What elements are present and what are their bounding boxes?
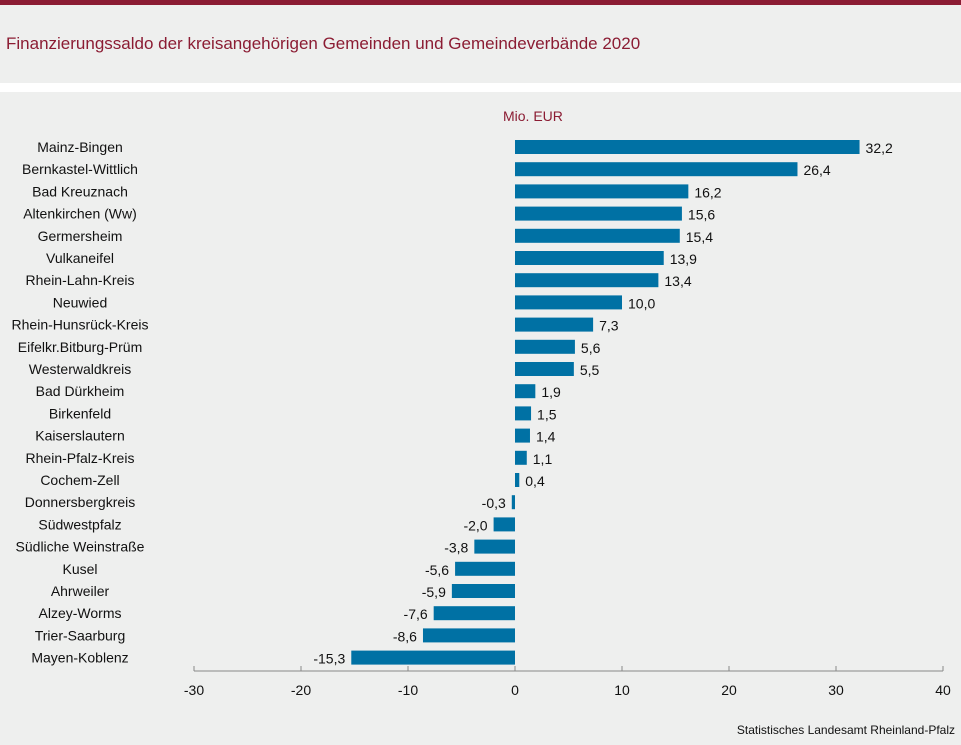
value-label: -0,3	[482, 495, 506, 511]
value-label: 5,6	[581, 340, 601, 356]
value-label: 1,4	[536, 429, 556, 445]
value-label: -15,3	[313, 651, 345, 667]
category-label: Eifelkr.Bitburg-Prüm	[18, 339, 142, 355]
category-label: Donnersbergkreis	[25, 494, 136, 510]
category-label: Germersheim	[38, 228, 123, 244]
bar-3	[515, 184, 689, 199]
bar-9	[515, 317, 594, 332]
value-label: -8,6	[393, 628, 417, 644]
bar-18	[493, 517, 515, 532]
category-label: Cochem-Zell	[40, 472, 119, 488]
value-label: -5,6	[425, 562, 449, 578]
value-label: 15,6	[688, 207, 715, 223]
category-label: Bad Kreuznach	[32, 183, 128, 199]
bar-19	[474, 539, 515, 554]
category-label: Birkenfeld	[49, 405, 111, 421]
source-note: Statistisches Landesamt Rheinland-Pfalz	[736, 723, 955, 737]
header-separator	[0, 83, 961, 92]
bar-5	[515, 228, 680, 243]
category-label: Südwestpfalz	[38, 516, 121, 532]
value-label: 5,5	[580, 362, 600, 378]
bar-13	[515, 406, 532, 421]
value-label: 0,4	[525, 473, 545, 489]
category-label: Mayen-Koblenz	[31, 650, 128, 666]
bar-15	[515, 450, 527, 465]
x-tick-label: -10	[398, 682, 418, 698]
bar-24	[351, 650, 515, 665]
bar-12	[515, 384, 536, 399]
category-label: Kusel	[62, 561, 97, 577]
bar-10	[515, 339, 575, 354]
value-label: 1,9	[541, 384, 561, 400]
bar-20	[455, 561, 515, 576]
category-label: Trier-Saarburg	[35, 627, 126, 643]
value-label: -2,0	[463, 517, 487, 533]
category-label: Alzey-Worms	[39, 605, 122, 621]
bar-4	[515, 206, 682, 221]
value-label: 16,2	[694, 184, 721, 200]
bar-8	[515, 295, 622, 310]
x-tick-label: 10	[614, 682, 630, 698]
value-label: 15,4	[686, 229, 713, 245]
category-label: Rhein-Hunsrück-Kreis	[12, 317, 149, 333]
x-tick-label: -30	[184, 682, 204, 698]
value-label: -3,8	[444, 540, 468, 556]
category-label: Rhein-Lahn-Kreis	[26, 272, 135, 288]
bars-group: Mainz-Bingen 32,2 Bernkastel-Wittlich 26,4 B…	[12, 139, 893, 667]
bar-21	[451, 584, 515, 598]
category-label: Südliche Weinstraße	[16, 539, 145, 555]
bar-16	[515, 473, 520, 487]
value-label: 13,9	[670, 251, 697, 267]
x-tick-label: 40	[935, 682, 951, 698]
category-label: Bernkastel-Wittlich	[22, 161, 138, 177]
x-tick-label: -20	[291, 682, 311, 698]
value-label: 7,3	[599, 318, 619, 334]
bar-2	[515, 162, 798, 177]
x-tick-label: 0	[511, 682, 519, 698]
x-axis: -30 -20 -10 0 10 20 30 40	[184, 666, 951, 698]
top-accent-bar	[0, 0, 961, 5]
bar-6	[515, 251, 664, 265]
category-label: Ahrweiler	[51, 583, 110, 599]
value-label: 1,1	[533, 451, 553, 467]
value-label: 1,5	[537, 406, 557, 422]
bar-7	[515, 273, 659, 288]
category-label: Mainz-Bingen	[37, 139, 123, 155]
category-label: Altenkirchen (Ww)	[23, 206, 137, 222]
value-label: -5,9	[422, 584, 446, 600]
bar-17	[511, 495, 515, 510]
category-label: Rhein-Pfalz-Kreis	[26, 450, 135, 466]
category-label: Vulkaneifel	[46, 250, 114, 266]
value-label: -7,6	[404, 606, 428, 622]
value-label: 32,2	[866, 140, 893, 156]
bar-23	[422, 628, 515, 643]
chart-title: Finanzierungssaldo der kreisangehörigen …	[6, 34, 641, 53]
bar-22	[433, 606, 515, 621]
bar-1	[515, 140, 860, 154]
value-label: 13,4	[664, 273, 691, 289]
category-label: Neuwied	[53, 294, 107, 310]
x-tick-label: 30	[828, 682, 844, 698]
value-label: 26,4	[803, 162, 830, 178]
bar-14	[515, 428, 530, 443]
unit-label: Mio. EUR	[503, 108, 563, 124]
x-tick-label: 20	[721, 682, 737, 698]
category-label: Kaiserslautern	[35, 428, 125, 444]
category-label: Bad Dürkheim	[36, 383, 125, 399]
category-label: Westerwaldkreis	[29, 361, 131, 377]
value-label: 10,0	[628, 295, 655, 311]
bar-11	[515, 362, 574, 376]
